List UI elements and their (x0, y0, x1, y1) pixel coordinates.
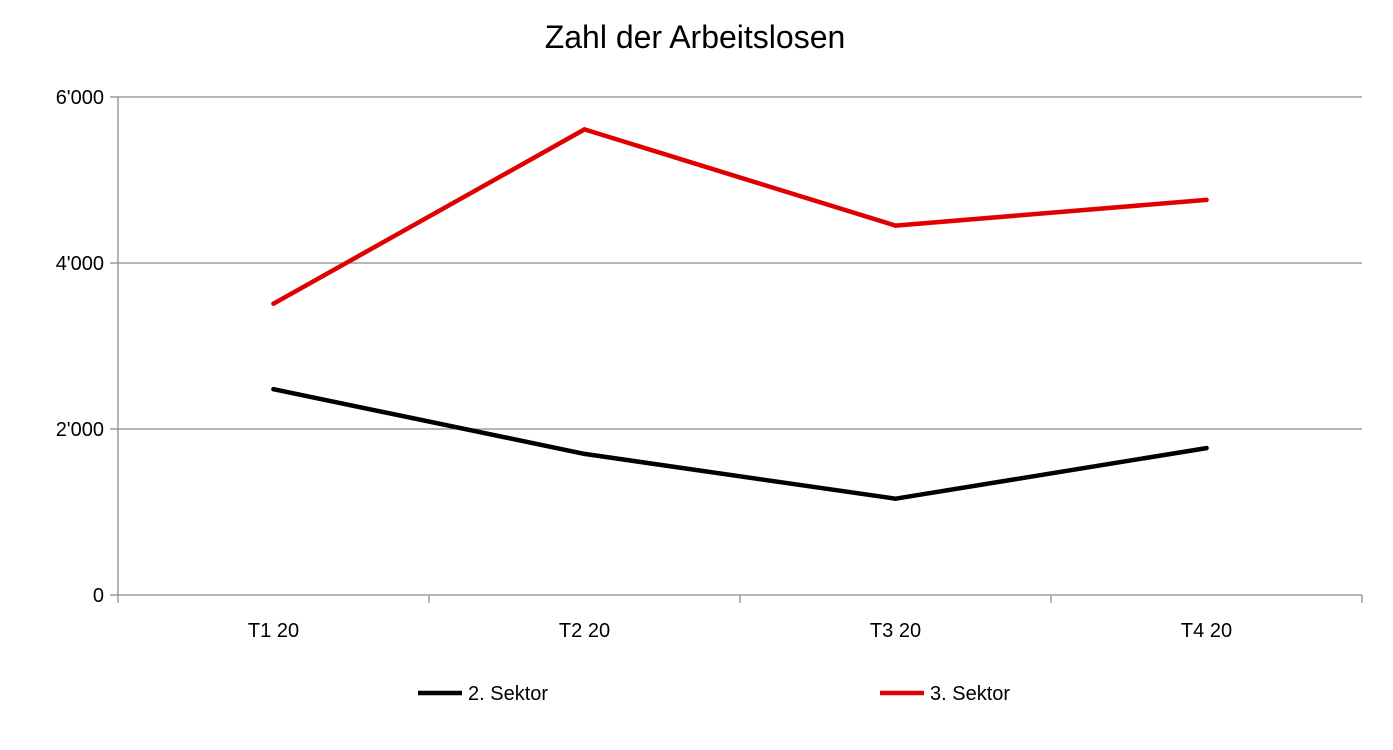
data-point (1204, 197, 1209, 203)
data-point (582, 127, 587, 132)
gridlines (118, 96, 1362, 430)
y-tick-label: 2'000 (56, 419, 104, 441)
y-tick-label: 4'000 (56, 253, 104, 275)
x-tick-label: T2 20 (559, 620, 610, 642)
series-line-1 (271, 386, 1209, 501)
x-tick-label: T3 20 (870, 620, 921, 642)
chart-title: Zahl der Arbeitslosen (545, 19, 846, 55)
data-point (1204, 445, 1209, 451)
axes: 0 2'000 4'000 6'000 T1 20 T2 20 T3 20 T4 20 (56, 87, 1363, 642)
data-point (271, 301, 276, 306)
series-line-2 (271, 127, 1209, 306)
series-lines (271, 127, 1209, 501)
data-point (582, 451, 587, 457)
data-point (271, 386, 276, 392)
legend-label: 2. Sektor (468, 683, 548, 705)
legend: 2. Sektor 3. Sektor (418, 683, 1010, 705)
y-tick-label: 0 (93, 585, 104, 607)
y-tick-label: 6'000 (56, 87, 104, 109)
x-tick-label: T4 20 (1181, 620, 1232, 642)
data-point (893, 496, 898, 501)
legend-label: 3. Sektor (930, 683, 1010, 705)
x-tick-label: T1 20 (248, 620, 299, 642)
data-point (893, 223, 898, 228)
